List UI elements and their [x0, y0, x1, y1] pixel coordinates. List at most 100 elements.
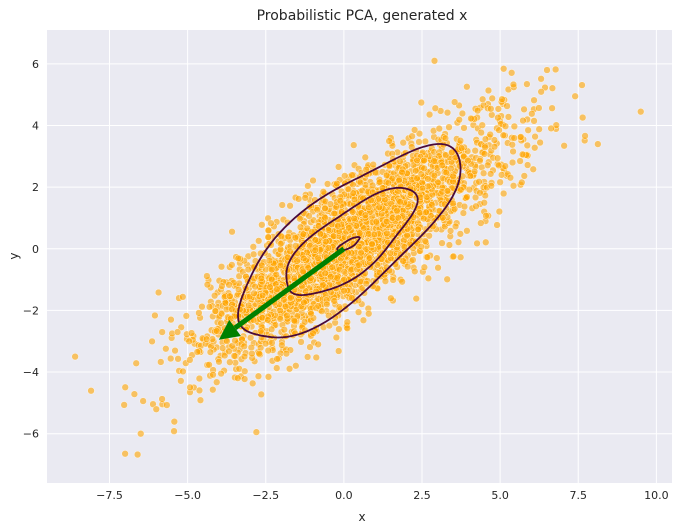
- data-point: [493, 221, 501, 229]
- data-point: [495, 161, 503, 170]
- x-tick-label: 2.5: [413, 489, 431, 502]
- data-point: [226, 358, 234, 366]
- data-point: [430, 57, 439, 65]
- data-point: [523, 80, 531, 88]
- data-point: [421, 137, 429, 146]
- data-point: [443, 109, 452, 117]
- data-point: [412, 167, 420, 175]
- y-tick-label: −6: [23, 428, 39, 441]
- data-point: [418, 184, 427, 193]
- data-point: [368, 181, 377, 190]
- data-point: [334, 163, 343, 171]
- data-point: [202, 335, 211, 343]
- x-axis-label: x: [358, 510, 365, 524]
- data-point: [493, 154, 502, 162]
- data-point: [408, 132, 416, 140]
- data-point: [516, 157, 524, 165]
- data-point: [340, 268, 348, 276]
- data-point: [531, 144, 539, 152]
- data-point: [294, 195, 303, 203]
- data-point: [413, 174, 421, 182]
- data-point: [218, 282, 226, 290]
- data-point: [372, 218, 380, 226]
- data-point: [463, 227, 471, 235]
- data-point: [506, 174, 515, 182]
- data-point: [203, 272, 211, 280]
- data-point: [445, 123, 453, 131]
- data-point: [174, 355, 182, 363]
- data-point: [266, 283, 274, 291]
- data-point: [187, 329, 196, 337]
- data-point: [276, 315, 284, 323]
- data-point: [247, 343, 255, 352]
- data-point: [520, 105, 528, 114]
- data-point: [157, 358, 165, 366]
- data-point: [268, 265, 276, 274]
- data-point: [258, 261, 266, 269]
- data-point: [473, 239, 481, 248]
- data-point: [321, 269, 329, 277]
- data-point: [523, 141, 531, 150]
- data-point: [425, 110, 434, 119]
- data-point: [463, 83, 471, 91]
- data-point: [428, 201, 436, 209]
- data-point: [301, 194, 309, 202]
- data-point: [459, 209, 468, 217]
- data-point: [431, 104, 439, 112]
- data-point: [439, 214, 447, 222]
- data-point: [324, 226, 333, 234]
- data-point: [488, 111, 496, 119]
- data-point: [524, 126, 532, 134]
- data-point: [433, 254, 441, 262]
- data-point: [327, 273, 335, 281]
- data-point: [435, 124, 443, 133]
- data-point: [231, 337, 239, 345]
- data-point: [415, 138, 423, 146]
- data-point: [479, 169, 488, 177]
- data-point: [217, 369, 225, 378]
- data-point: [154, 288, 163, 297]
- data-point: [240, 375, 249, 383]
- data-point: [246, 334, 255, 342]
- data-point: [350, 141, 358, 149]
- data-point: [350, 195, 359, 204]
- data-point: [530, 96, 538, 104]
- data-point: [133, 450, 142, 459]
- data-point: [173, 328, 182, 336]
- data-point: [333, 274, 341, 282]
- data-point: [255, 349, 263, 358]
- data-point: [531, 132, 539, 141]
- data-point: [309, 329, 317, 337]
- data-point: [296, 215, 304, 223]
- data-point: [285, 365, 294, 373]
- data-point: [198, 303, 206, 311]
- data-point: [369, 160, 377, 169]
- data-point: [290, 316, 298, 325]
- data-point: [430, 157, 438, 165]
- data-point: [486, 130, 494, 139]
- x-tick-label: 10.0: [644, 489, 669, 502]
- data-point: [203, 281, 212, 289]
- data-point: [464, 156, 472, 165]
- data-point: [413, 156, 421, 165]
- data-point: [581, 132, 589, 140]
- data-point: [446, 227, 455, 235]
- data-point: [304, 182, 312, 190]
- data-point: [368, 240, 376, 248]
- arrow-shaft: [233, 246, 346, 330]
- data-point: [195, 374, 204, 383]
- data-point: [424, 175, 432, 183]
- data-point: [209, 386, 217, 394]
- data-point: [344, 185, 353, 193]
- data-point: [341, 172, 349, 180]
- data-point: [421, 237, 429, 245]
- data-point: [449, 252, 458, 261]
- data-point: [370, 230, 379, 239]
- data-point: [420, 164, 428, 173]
- data-point: [449, 172, 457, 180]
- data-point: [430, 171, 439, 180]
- y-tick-label: 0: [32, 243, 39, 256]
- data-point: [343, 318, 351, 326]
- data-point: [250, 250, 258, 258]
- data-point: [335, 325, 343, 333]
